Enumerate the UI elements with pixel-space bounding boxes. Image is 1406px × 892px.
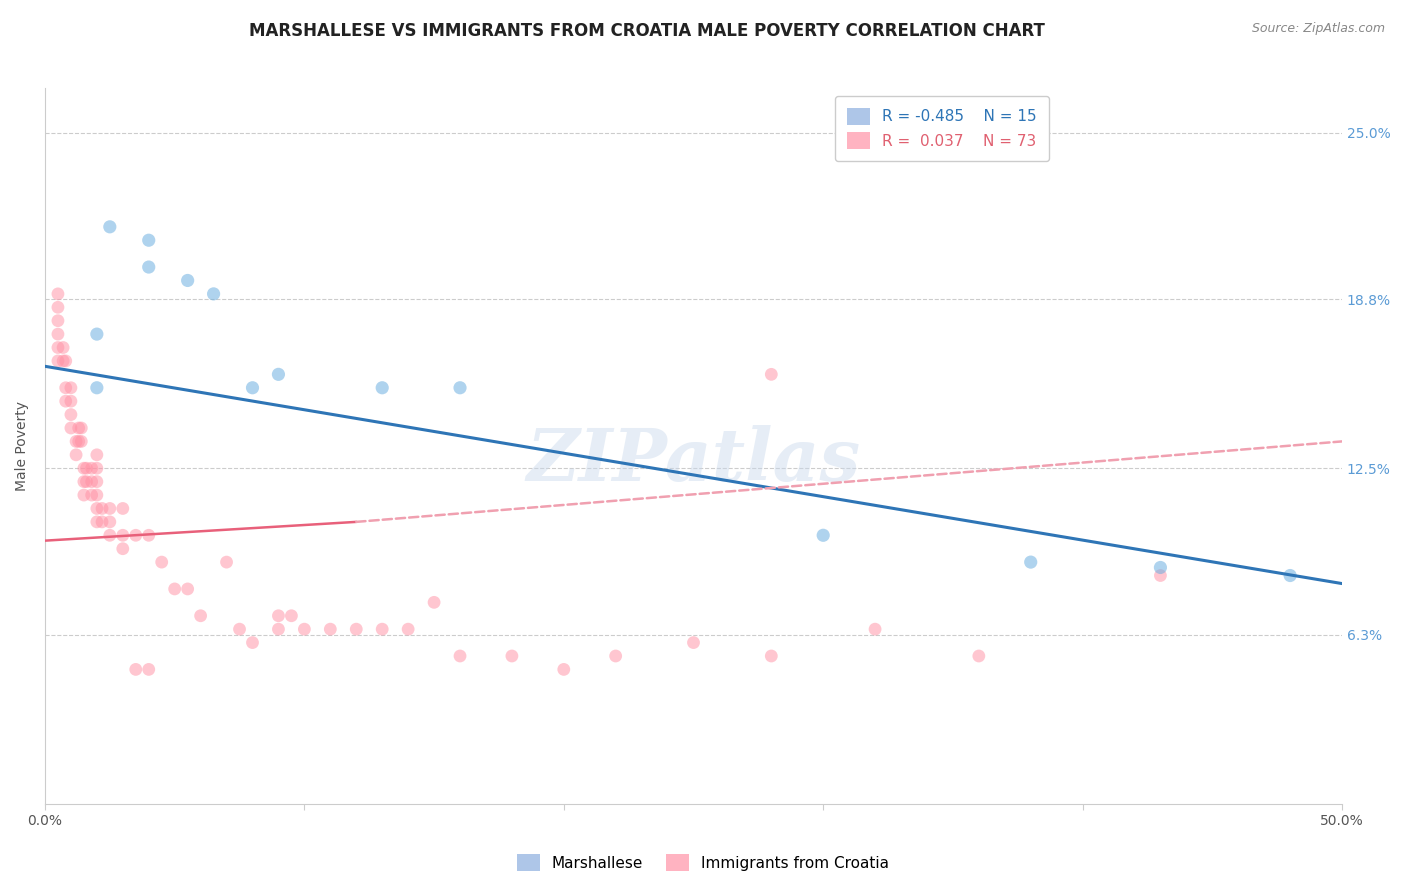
Point [242,635,264,649]
Point [215,555,238,569]
Point [67,421,90,435]
Point [59,381,82,395]
Point [202,286,225,301]
Point [73,475,96,489]
Point [59,408,82,422]
Point [46,300,69,314]
Point [1149,568,1171,582]
Point [86,448,108,462]
Point [267,622,290,636]
Point [344,622,367,636]
Point [55,381,77,395]
Point [70,434,93,449]
Point [46,327,69,342]
Point [98,528,121,542]
Point [70,421,93,435]
Point [80,475,103,489]
Point [76,461,98,475]
Legend: Marshallese, Immigrants from Croatia: Marshallese, Immigrants from Croatia [510,848,896,877]
Text: MARSHALLESE VS IMMIGRANTS FROM CROATIA MALE POVERTY CORRELATION CHART: MARSHALLESE VS IMMIGRANTS FROM CROATIA M… [249,22,1045,40]
Point [1279,568,1302,582]
Point [138,233,160,247]
Point [73,488,96,502]
Point [80,461,103,475]
Point [86,501,108,516]
Point [65,448,87,462]
Point [67,434,90,449]
Point [59,421,82,435]
Point [46,341,69,355]
Point [242,381,264,395]
Point [46,314,69,328]
Point [86,488,108,502]
Point [863,622,886,636]
Point [967,648,990,663]
Point [86,327,108,342]
Point [52,341,75,355]
Point [73,461,96,475]
Point [163,582,186,596]
Point [449,381,471,395]
Point [150,555,173,569]
Point [396,622,419,636]
Point [138,260,160,274]
Point [46,286,69,301]
Point [605,648,627,663]
Point [125,528,148,542]
Point [55,394,77,409]
Text: ZIPatlas: ZIPatlas [526,425,860,496]
Text: Source: ZipAtlas.com: Source: ZipAtlas.com [1251,22,1385,36]
Point [98,219,121,234]
Point [371,622,394,636]
Point [1149,560,1171,574]
Point [91,501,114,516]
Point [319,622,342,636]
Point [292,622,315,636]
Point [111,528,134,542]
Point [59,394,82,409]
Point [46,354,69,368]
Point [86,461,108,475]
Legend: R = -0.485    N = 15, R =  0.037    N = 73: R = -0.485 N = 15, R = 0.037 N = 73 [835,95,1049,161]
Point [423,595,446,609]
Point [52,354,75,368]
Point [682,635,704,649]
Point [761,648,783,663]
Point [111,541,134,556]
Point [80,488,103,502]
Point [501,648,523,663]
Point [76,475,98,489]
Point [65,434,87,449]
Point [449,648,471,663]
Point [91,515,114,529]
Point [811,528,834,542]
Point [98,515,121,529]
Point [761,368,783,382]
Point [138,662,160,676]
Point [98,501,121,516]
Point [55,354,77,368]
Point [86,381,108,395]
Point [267,368,290,382]
Point [176,582,198,596]
Point [228,622,250,636]
Point [86,475,108,489]
Point [371,381,394,395]
Point [111,501,134,516]
Point [1019,555,1042,569]
Point [553,662,575,676]
Point [125,662,148,676]
Point [280,608,302,623]
Point [267,608,290,623]
Y-axis label: Male Poverty: Male Poverty [15,401,30,491]
Point [86,515,108,529]
Point [190,608,212,623]
Point [138,528,160,542]
Point [176,273,198,287]
